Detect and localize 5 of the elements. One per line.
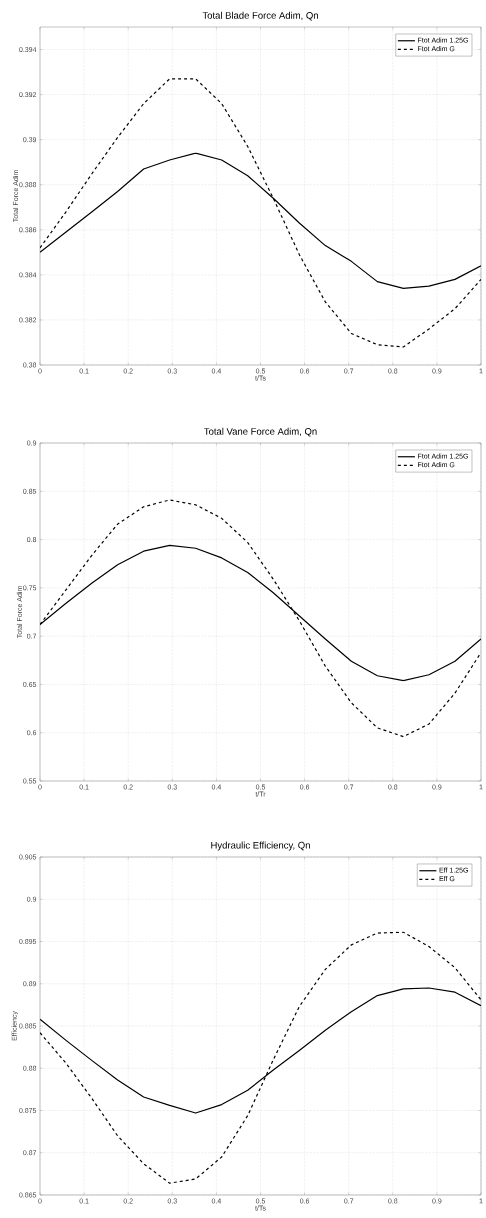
chart-title: Total Vane Force Adim, Qn [203, 427, 317, 437]
line-series [39, 931, 481, 1184]
line-series [39, 78, 481, 348]
chart-title: Total Blade Force Adim, Qn [202, 11, 318, 21]
chart-title: Hydraulic Efficiency, Qn [211, 841, 310, 851]
